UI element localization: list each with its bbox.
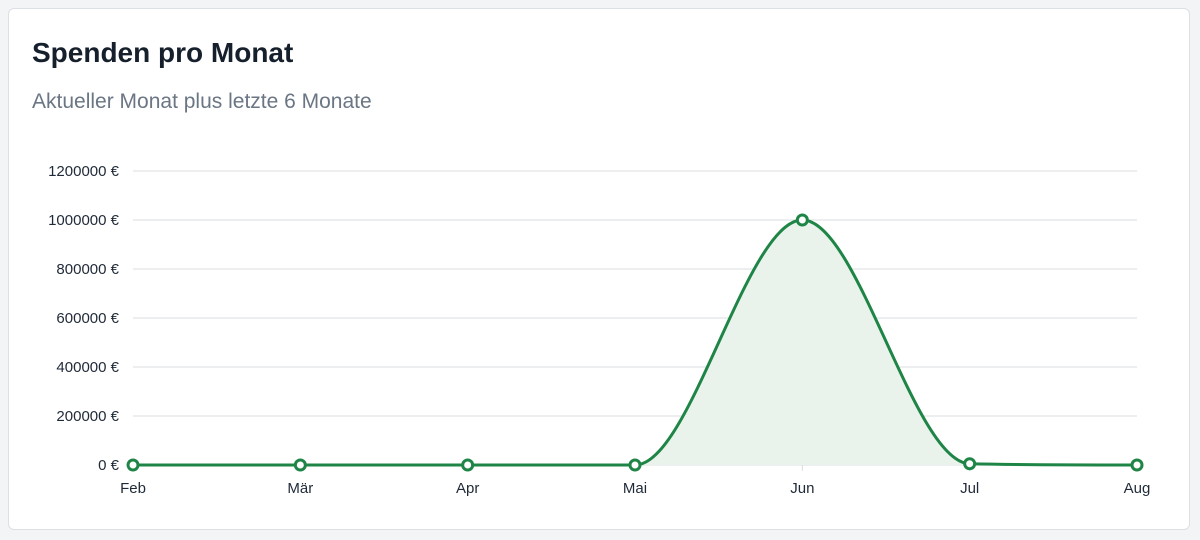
series-area-layer bbox=[133, 220, 1137, 465]
y-tick-label: 1000000 € bbox=[48, 212, 120, 229]
data-point bbox=[795, 213, 809, 227]
data-point bbox=[293, 458, 307, 472]
x-axis: Feb Mär Apr Mai Jun Jul Aug bbox=[120, 465, 1150, 497]
y-axis: 0 € 200000 € 400000 € 600000 € 800000 € 10000… bbox=[48, 163, 120, 474]
y-tick-label: 200000 € bbox=[56, 408, 119, 425]
y-tick-label: 0 € bbox=[98, 457, 120, 474]
chart-subtitle: Aktueller Monat plus letzte 6 Monate bbox=[32, 90, 372, 113]
series-line-layer bbox=[131, 218, 1139, 467]
y-tick-label: 600000 € bbox=[56, 310, 119, 327]
data-point bbox=[963, 457, 977, 471]
x-tick-label: Feb bbox=[120, 480, 146, 497]
x-tick-label: Jul bbox=[960, 480, 979, 497]
data-points bbox=[126, 213, 1144, 472]
x-tick-label: Aug bbox=[1124, 480, 1151, 497]
x-tick-label: Jun bbox=[790, 480, 814, 497]
chart-title: Spenden pro Monat bbox=[32, 37, 294, 68]
data-point bbox=[461, 458, 475, 472]
y-tick-label: 800000 € bbox=[56, 261, 119, 278]
data-point bbox=[126, 458, 140, 472]
y-tick-label: 400000 € bbox=[56, 359, 119, 376]
series-line bbox=[131, 218, 1139, 467]
data-point bbox=[1130, 458, 1144, 472]
series-area bbox=[133, 220, 1137, 465]
x-tick-label: Mai bbox=[623, 480, 647, 497]
x-tick-label: Mär bbox=[287, 480, 313, 497]
x-tick-label: Apr bbox=[456, 480, 479, 497]
y-tick-label: 1200000 € bbox=[48, 163, 120, 180]
data-point bbox=[628, 458, 642, 472]
grid-lines bbox=[133, 170, 1137, 466]
